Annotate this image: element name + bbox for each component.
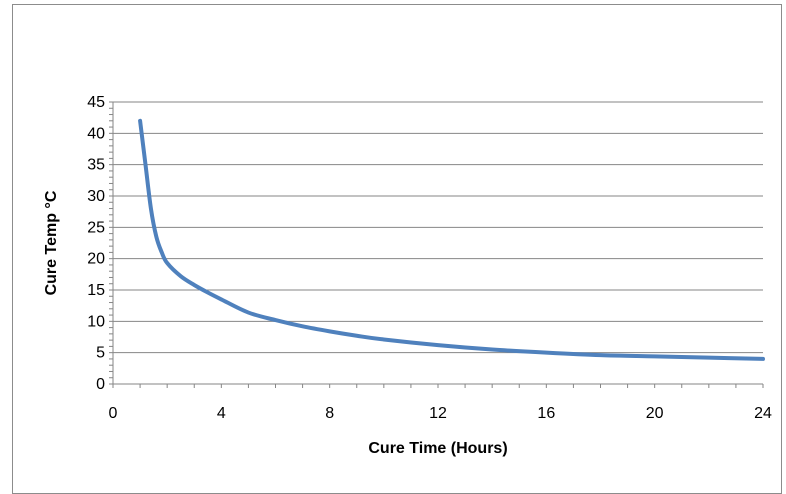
y-tick-label: 25 bbox=[87, 219, 105, 236]
y-tick-label: 40 bbox=[87, 125, 105, 142]
x-tick-label: 12 bbox=[429, 405, 447, 422]
series-line bbox=[138, 118, 765, 361]
x-tick-label: 4 bbox=[217, 405, 226, 422]
tick-labels: 0 5 10 15 20 25 30 35 40 45 0 4 8 12 16 20 24 bbox=[87, 94, 772, 422]
y-tick-label: 45 bbox=[87, 94, 105, 111]
y-tick-label: 35 bbox=[87, 157, 105, 174]
x-tick-label: 0 bbox=[109, 405, 118, 422]
axes bbox=[109, 101, 764, 388]
x-tick-label: 24 bbox=[754, 405, 772, 422]
y-axis-title: Cure Temp °C bbox=[43, 190, 60, 295]
y-tick-label: 10 bbox=[87, 313, 105, 330]
y-tick-label: 30 bbox=[87, 188, 105, 205]
series bbox=[138, 118, 765, 361]
y-tick-label: 15 bbox=[87, 282, 105, 299]
y-tick-label: 20 bbox=[87, 251, 105, 268]
y-tick-label: 0 bbox=[96, 376, 105, 393]
chart-frame bbox=[12, 4, 782, 494]
y-tick-label: 5 bbox=[96, 345, 105, 362]
x-axis-title: Cure Time (Hours) bbox=[368, 440, 507, 457]
gridlines bbox=[113, 101, 763, 354]
x-tick-label: 16 bbox=[537, 405, 555, 422]
line-chart: 0 5 10 15 20 25 30 35 40 45 0 4 8 12 16 20 24 Cure Time … bbox=[43, 94, 772, 457]
x-tick-label: 20 bbox=[646, 405, 664, 422]
x-tick-label: 8 bbox=[325, 405, 334, 422]
